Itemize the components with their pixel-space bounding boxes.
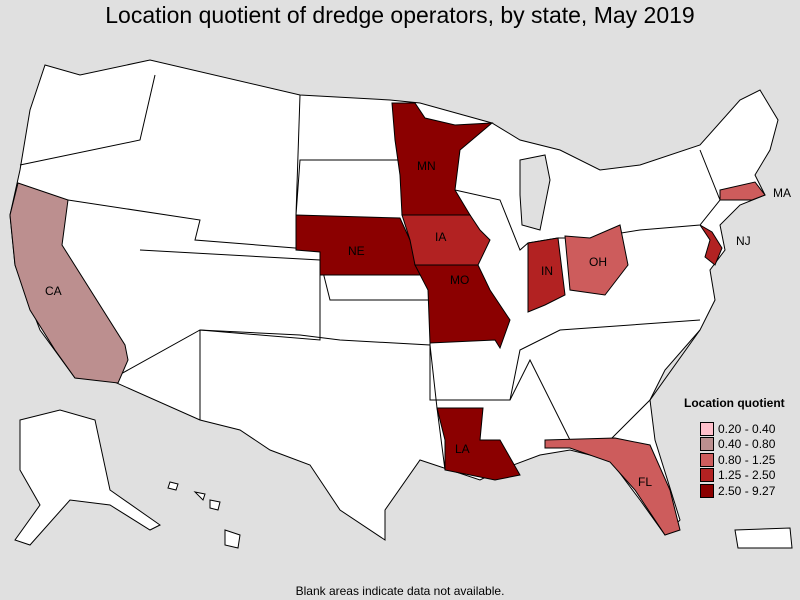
alaska [14,409,161,546]
legend-label: 2.50 - 9.27 [718,483,776,498]
legend-swatch [700,437,714,452]
state-labels: CA MN NE IA MO LA IN OH FL NJ MA [45,159,791,489]
hawaii [167,481,241,549]
legend-swatch [700,452,714,467]
state-in [527,237,566,313]
state-label-ne: NE [348,244,365,258]
legend-title: Location quotient [684,396,785,410]
map-title: Location quotient of dredge operators, b… [105,2,695,28]
state-label-ia: IA [435,230,446,244]
state-oh [564,224,629,296]
state-lines-3 [295,94,400,216]
state-label-ca: CA [45,284,62,298]
legend: Location quotient 0.20 - 0.40 0.40 - 0.80… [684,396,785,499]
state-label-ma: MA [773,186,791,200]
highlighted-states [9,102,766,536]
state-mi-no-data [519,154,551,231]
state-label-in: IN [541,264,553,278]
state-mo [414,264,511,350]
legend-item: 0.20 - 0.40 [684,421,785,437]
legend-item: 0.80 - 1.25 [684,452,785,468]
state-lines [19,74,156,166]
legend-swatch [700,421,714,436]
state-ia [401,214,491,266]
legend-item: 2.50 - 9.27 [684,483,785,499]
legend-label: 1.25 - 2.50 [718,468,776,483]
legend-label: 0.20 - 0.40 [718,421,776,436]
state-label-nj: NJ [736,234,751,248]
legend-label: 0.40 - 0.80 [718,437,776,452]
footnote: Blank areas indicate data not available. [295,584,505,598]
legend-item: 1.25 - 2.50 [684,468,785,484]
state-nj [699,224,723,266]
state-ne [295,214,421,276]
puerto-rico [734,527,793,549]
state-ma [719,181,766,201]
base-states [9,59,779,541]
legend-swatch [700,468,714,483]
state-fl [544,437,681,536]
state-mn [391,102,494,216]
state-label-mo: MO [450,273,469,287]
state-label-mn: MN [417,159,436,173]
state-label-la: LA [455,442,470,456]
state-la [436,407,521,481]
state-label-oh: OH [589,255,607,269]
legend-item: 0.40 - 0.80 [684,437,785,453]
state-label-fl: FL [638,475,652,489]
legend-label: 0.80 - 1.25 [718,452,776,467]
legend-swatch [700,483,714,498]
state-ca [9,182,129,384]
